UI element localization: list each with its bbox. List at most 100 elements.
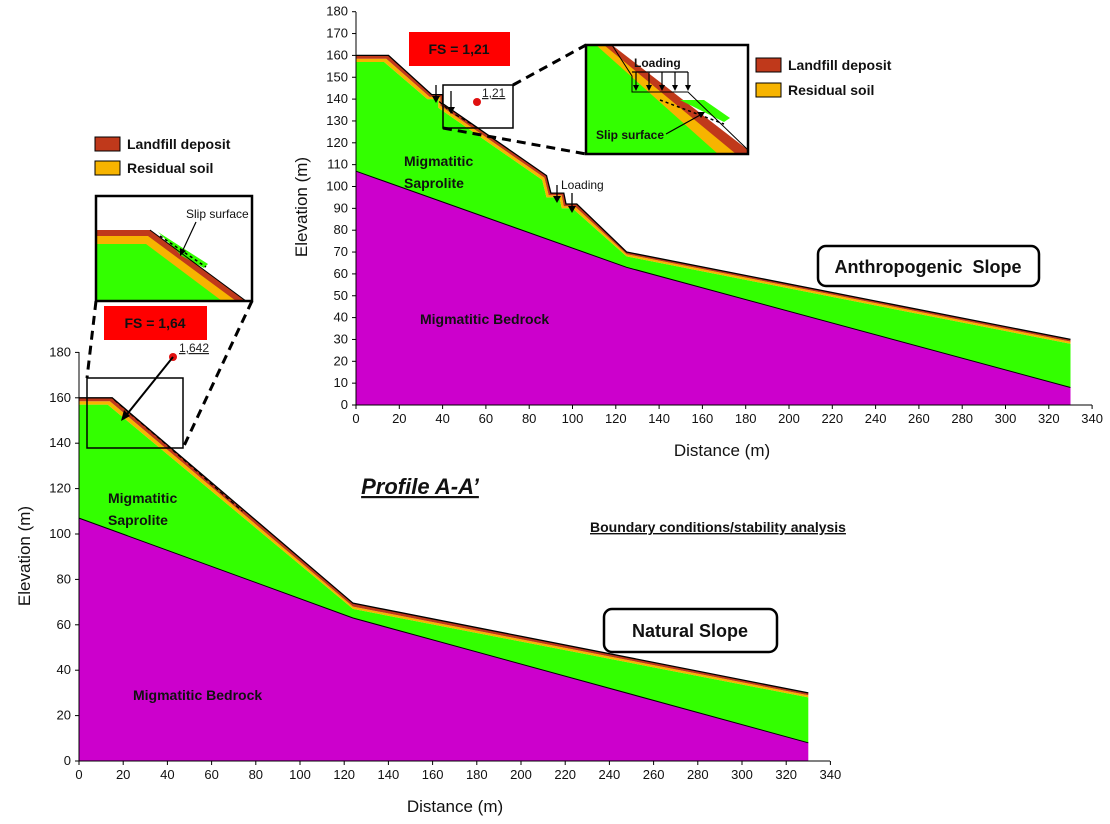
natural-slope-chart: 0 20 40 60 80 100 120 140 160 180 200 220 240 260 280 3… — [15, 136, 841, 816]
anthropogenic-zoom-box — [442, 84, 514, 129]
natural-saprolite-layer — [79, 404, 809, 743]
anthropogenic-loading-label: Loading — [561, 178, 604, 192]
anthropogenic-y-tick-label: 160 — [326, 47, 348, 62]
anthropogenic-y-tick-label: 170 — [326, 26, 348, 41]
anthropogenic-y-tick-label: 80 — [334, 222, 348, 237]
anthropogenic-x-tick-label: 120 — [605, 411, 627, 426]
anthropogenic-ground-surface — [356, 54, 1071, 341]
natural-x-tick-label: 280 — [687, 767, 709, 782]
natural-slip-radius-line — [123, 356, 174, 419]
natural-x-tick-label: 80 — [249, 767, 263, 782]
anthropogenic-y-tick-label: 90 — [334, 200, 348, 215]
natural-x-axis-title: Distance (m) — [407, 797, 503, 816]
anthropogenic-saprolite-label-line2: Saprolite — [404, 175, 464, 191]
anthropogenic-y-ticks: 0 10 20 30 40 50 60 70 80 90 100 110 120 130 140 150 160… — [326, 4, 356, 412]
natural-slip-surface — [114, 399, 243, 512]
anthropogenic-x-tick-label: 240 — [865, 411, 887, 426]
natural-y-tick-label: 80 — [57, 571, 71, 586]
analysis-subtitle: Boundary conditions/stability analysis — [590, 519, 846, 535]
anthropogenic-slip-center-dot — [473, 98, 481, 106]
natural-y-tick-label: 120 — [49, 481, 71, 496]
anthropogenic-y-tick-label: 0 — [341, 397, 348, 412]
anthropogenic-inset-loading-label: Loading — [634, 56, 681, 70]
natural-inset-slip-arrow — [181, 221, 197, 253]
anthropogenic-y-tick-label: 60 — [334, 266, 348, 281]
natural-x-tick-label: 200 — [510, 767, 532, 782]
anthropogenic-slope-name: Anthropogenic Slope — [835, 257, 1022, 277]
anthropogenic-saprolite-label-line1: Migmatitic — [404, 153, 473, 169]
natural-bedrock-layer — [79, 518, 809, 761]
anthropogenic-dash-top — [512, 43, 587, 87]
anthropogenic-y-tick-label: 30 — [334, 331, 348, 346]
natural-y-axis-title: Elevation (m) — [15, 506, 34, 606]
natural-x-tick-label: 240 — [599, 767, 621, 782]
natural-x-tick-label: 220 — [554, 767, 576, 782]
natural-saprolite-label-line2: Saprolite — [108, 512, 168, 528]
anthropogenic-y-tick-label: 120 — [326, 135, 348, 150]
natural-inset-slip-arrowhead — [180, 248, 186, 256]
anthropogenic-inset: Loading Slip surface — [584, 43, 750, 156]
natural-x-tick-label: 320 — [775, 767, 797, 782]
anthropogenic-slope-name-box — [816, 244, 1041, 288]
anthropogenic-legend-residual-swatch — [755, 82, 782, 98]
natural-x-tick-label: 60 — [204, 767, 218, 782]
anthropogenic-legend: Landfill deposit Residual soil — [755, 57, 892, 98]
anthropogenic-y-tick-label: 50 — [334, 288, 348, 303]
natural-fs-value: 1,642 — [179, 341, 209, 355]
natural-bedrock-contact — [78, 517, 809, 744]
natural-slope-name: Natural Slope — [632, 621, 748, 641]
profile-title: Profile A-A’ — [361, 474, 480, 499]
natural-y-tick-label: 140 — [49, 435, 71, 450]
anthropogenic-x-tick-label: 320 — [1038, 411, 1060, 426]
anthropogenic-x-tick-label: 200 — [778, 411, 800, 426]
natural-slip-arrowhead — [121, 410, 130, 421]
natural-zoom-box — [86, 377, 184, 449]
natural-y-tick-label: 160 — [49, 390, 71, 405]
natural-y-tick-label: 0 — [64, 753, 71, 768]
anthropogenic-legend-residual-label: Residual soil — [788, 82, 874, 98]
natural-x-tick-label: 100 — [289, 767, 311, 782]
anthropogenic-x-tick-label: 220 — [821, 411, 843, 426]
natural-y-ticks: 0 20 40 60 80 100 120 140 160 180 — [49, 344, 79, 768]
anthropogenic-bedrock-contact — [355, 170, 1071, 388]
anthropogenic-x-tick-label: 340 — [1081, 411, 1103, 426]
anthropogenic-y-tick-label: 10 — [334, 375, 348, 390]
anthropogenic-x-tick-label: 140 — [648, 411, 670, 426]
natural-saprolite-label-line1: Migmatitic — [108, 490, 177, 506]
natural-slope-name-box — [602, 607, 779, 654]
anthropogenic-x-tick-label: 0 — [352, 411, 359, 426]
anthropogenic-x-tick-label: 20 — [392, 411, 406, 426]
natural-dash-left — [85, 300, 98, 379]
natural-legend-landfill-label: Landfill deposit — [127, 136, 231, 152]
natural-inset-frame — [94, 194, 254, 303]
anthropogenic-inset-slip-label: Slip surface — [596, 128, 664, 142]
natural-x-tick-label: 20 — [116, 767, 130, 782]
natural-x-tick-label: 340 — [820, 767, 842, 782]
anthropogenic-y-tick-label: 130 — [326, 113, 348, 128]
anthropogenic-dash-bottom — [442, 126, 587, 156]
natural-x-tick-label: 160 — [422, 767, 444, 782]
natural-x-tick-label: 40 — [160, 767, 174, 782]
anthropogenic-x-tick-label: 100 — [562, 411, 584, 426]
natural-fs-label: FS = 1,64 — [124, 315, 185, 331]
anthropogenic-y-tick-label: 70 — [334, 244, 348, 259]
anthropogenic-x-tick-label: 40 — [435, 411, 449, 426]
natural-y-tick-label: 180 — [49, 344, 71, 359]
anthropogenic-saprolite-layer — [356, 62, 1071, 388]
natural-x-tick-label: 0 — [75, 767, 82, 782]
anthropogenic-x-tick-label: 260 — [908, 411, 930, 426]
natural-fs-box — [104, 306, 207, 340]
natural-x-tick-label: 300 — [731, 767, 753, 782]
natural-x-tick-label: 120 — [333, 767, 355, 782]
natural-dash-right — [181, 300, 254, 449]
natural-x-tick-label: 140 — [378, 767, 400, 782]
anthropogenic-legend-landfill-label: Landfill deposit — [788, 57, 892, 73]
natural-y-tick-label: 20 — [57, 708, 71, 723]
natural-x-ticks: 0 20 40 60 80 100 120 140 160 180 200 220 240 260 280 3… — [75, 761, 841, 782]
anthropogenic-x-tick-label: 300 — [995, 411, 1017, 426]
anthropogenic-fs-label: FS = 1,21 — [428, 41, 489, 57]
anthropogenic-bedrock-label: Migmatitic Bedrock — [420, 311, 549, 327]
anthropogenic-y-tick-label: 110 — [327, 157, 348, 172]
anthropogenic-fs-value: 1,21 — [482, 86, 506, 100]
